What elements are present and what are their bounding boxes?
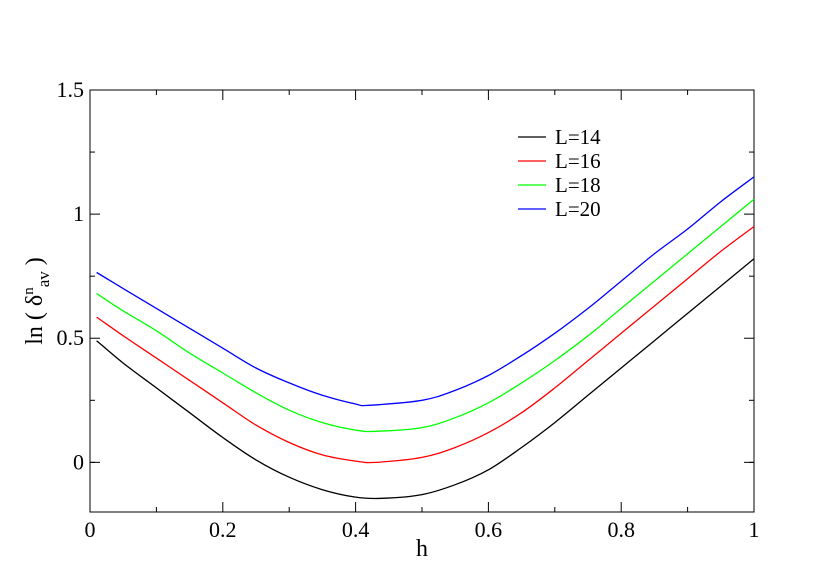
legend-label-l-16: L=16 — [555, 149, 601, 173]
legend-label-l-20: L=20 — [555, 197, 601, 221]
plot-frame — [89, 89, 755, 513]
legend-label-l-18: L=18 — [555, 173, 601, 197]
series-line-l-16 — [96, 225, 755, 464]
y-tick-label: 0 — [73, 449, 84, 474]
y-tick-label: 0.5 — [57, 325, 85, 350]
y-axis-label-subscript: av — [34, 271, 53, 288]
tick-labels: 0 0.2 0.4 0.6 0.8 1 0 0.5 1 1.5 — [57, 77, 760, 542]
series-line-l-20 — [96, 176, 755, 407]
series-line-l-14 — [96, 258, 755, 500]
tick-marks — [89, 89, 755, 512]
y-axis-label-prefix: ln ( δ — [22, 295, 48, 345]
legend-label-l-14: L=14 — [555, 125, 601, 149]
series-lines — [96, 176, 755, 500]
x-tick-label: 0 — [85, 517, 96, 542]
y-tick-label: 1 — [73, 201, 84, 226]
x-tick-label: 0.8 — [607, 517, 635, 542]
x-tick-label: 0.2 — [209, 517, 237, 542]
series-line-l-18 — [96, 198, 755, 433]
x-tick-label: 0.4 — [342, 517, 370, 542]
legend: L=14L=16L=18L=20 — [518, 125, 601, 221]
y-axis-label: ln ( δnav ) — [21, 257, 53, 345]
x-tick-label: 0.6 — [475, 517, 503, 542]
y-tick-label: 1.5 — [57, 77, 85, 102]
y-axis-label-suffix: ) — [22, 257, 48, 271]
x-tick-label: 1 — [749, 517, 760, 542]
y-axis-label-superscript: n — [21, 287, 37, 295]
x-axis-label: h — [416, 536, 428, 562]
